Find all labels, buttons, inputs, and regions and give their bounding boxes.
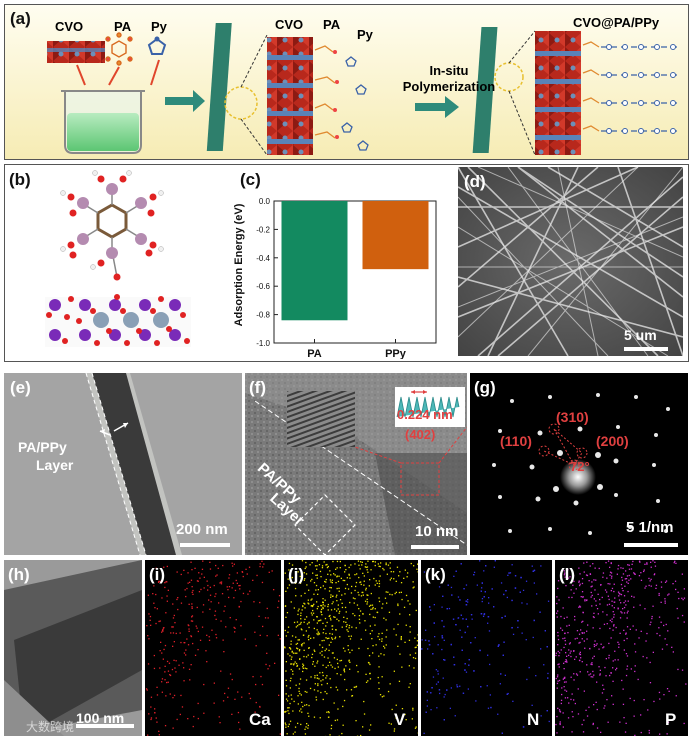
spot-310: (310) [556,409,589,425]
panel-k-n-map: (k) N [421,560,552,736]
pa-text: PA [114,19,132,34]
step-line-1: In-situ [429,63,469,78]
panel-g-saed-pattern: (g) (310) (110) (200) 72° 5 1/nm [470,373,688,555]
pa-mid-text: PA [323,17,341,32]
y-tick-label: -0.8 [256,311,270,320]
v-eds-map [284,560,418,736]
panel-g-label: (g) [474,378,496,397]
panel-i-element: Ca [249,710,271,729]
x-tick-label: PA [307,348,322,359]
panel-e-nanowire [4,373,242,555]
panel-e-scale-text: 200 nm [176,521,228,538]
crystal-stack-2 [535,31,681,155]
panel-f-scale-text: 10 nm [415,523,459,540]
beaker-icon [61,90,145,154]
spot-110: (110) [500,433,532,449]
cvo-mid-text: CVO [275,17,304,32]
bar-pa [281,201,348,321]
panel-l-p-map: (l) P [555,560,688,736]
panel-c-label: (c) [240,170,261,189]
eds-signal-dots [284,560,418,736]
panel-j-v-map: (j) V [284,560,418,736]
product-text: CVO@PA/PPy [573,15,660,30]
panel-a-label: (a) [10,9,31,28]
panel-f-spacing: 0.224 nm [397,407,453,422]
py-mid-text: Py [357,27,373,42]
n-eds-map [421,560,550,734]
panel-k-label: (k) [425,565,446,584]
panel-h-scale-bar [76,724,134,728]
y-axis-label: Adsorption Energy (eV) [233,203,245,326]
crystal-stack-1 [267,37,369,155]
panel-h-label: (h) [8,565,30,584]
panel-f-scale-bar [411,545,459,549]
y-tick-label: -0.4 [256,254,270,263]
eds-signal-dots [555,560,687,736]
panel-e-layer-line1: PA/PPy [18,439,67,455]
panel-a-illustration [47,23,681,156]
panel-d-label: (d) [464,172,486,191]
panel-g-diffraction [470,373,688,555]
substrate-strip-1 [206,23,232,151]
panel-l-label: (l) [559,565,576,584]
cvo-slab [45,294,191,347]
panel-e-scale-bar [180,543,230,547]
py-text: Py [151,19,167,34]
panel-b-structure [45,170,191,347]
process-arrow-2 [415,96,459,118]
cvo-text: CVO [55,19,84,34]
panel-i-ca-map: (i) Ca [145,560,281,736]
panel-c-chart: (c) Adsorption Energy (eV) 0.0 -0.2 -0.4 -0… [224,165,450,359]
spot-200: (200) [596,433,629,449]
panel-h-nanowire [4,560,142,736]
panel-h-scale-text: 100 nm [76,710,125,726]
angle-text: 72° [570,459,590,474]
panel-g-scale-bar [624,543,678,547]
x-tick-label: PPy [385,348,407,359]
panel-b-label: (b) [9,170,31,189]
eds-signal-dots [421,560,550,734]
p-eds-map [555,560,687,736]
y-tick-label: -0.6 [256,282,270,291]
panel-f-hrtem-image: (f) 0.224 nm (402) PA/PPy Layer 10 nm [245,373,467,555]
fft-inset [287,391,355,447]
ca-eds-map [145,560,281,736]
panel-e-label: (e) [10,378,31,397]
cvo-crystal-icon [47,41,105,63]
process-arrow-1 [165,90,205,112]
plot-frame [273,200,437,344]
panel-f-lattice [245,373,467,555]
panel-a-schematic: (a) [4,4,689,160]
nanowire-sem [458,167,683,356]
panel-b-molecule: (b) [5,165,223,359]
panel-j-element: V [394,710,406,729]
panel-d-scale-bar [624,347,668,351]
substrate-strip-2 [472,27,498,153]
panel-e-layer-line2: Layer [36,457,74,473]
adsorption-energy-bar-chart: Adsorption Energy (eV) 0.0 -0.2 -0.4 -0.6 -0… [233,197,437,359]
panel-d-sem-image: (d) 5 um [458,167,683,356]
pa-molecule-icon [105,32,133,66]
step-line-2: Polymerization [402,79,496,94]
bar-ppy [362,201,429,270]
y-tick-label: 0.0 [259,197,271,206]
y-tick-label: -0.2 [256,225,270,234]
watermark-text: 大数跨境 [26,720,75,734]
panel-f-label: (f) [249,378,266,397]
panel-d-scale-text: 5 um [624,327,657,343]
panel-f-plane: (402) [405,427,436,442]
panel-e-tem-image: (e) PA/PPy Layer 200 nm [4,373,242,555]
panel-k-element: N [527,710,540,729]
panel-g-scale-text: 5 1/nm [626,519,674,536]
panel-i-label: (i) [149,565,166,584]
panel-l-element: P [665,710,677,729]
py-molecule-icon [147,36,167,55]
panel-h-tem-image: (h) 100 nm 大数跨境 [4,560,142,736]
panel-j-label: (j) [288,565,305,584]
eds-signal-dots [145,560,281,736]
y-tick-label: -1.0 [256,339,270,348]
